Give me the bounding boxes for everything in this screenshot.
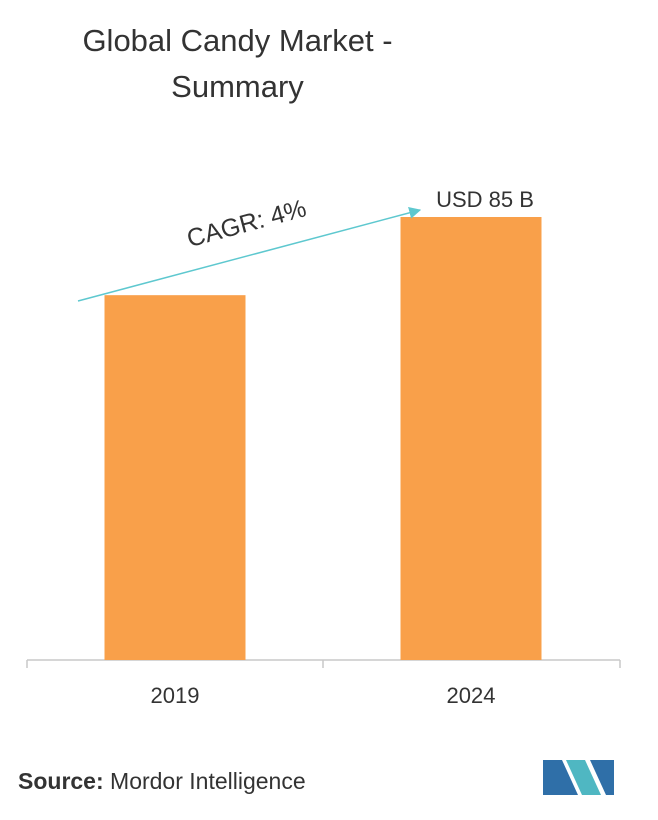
x-tick-label: 2019: [151, 683, 200, 708]
bar: [104, 295, 246, 660]
bar: [400, 217, 542, 660]
chart-title: Global Candy Market - Summary: [82, 23, 393, 104]
logo: [543, 760, 614, 795]
source-label: Source:: [18, 768, 104, 794]
cagr-arrow: [77, 206, 422, 302]
x-tick-label: 2024: [447, 683, 496, 708]
value-label: USD 85 B: [436, 187, 534, 212]
source: Source: Mordor Intelligence: [18, 768, 306, 795]
source-text: Mordor Intelligence: [110, 768, 306, 794]
